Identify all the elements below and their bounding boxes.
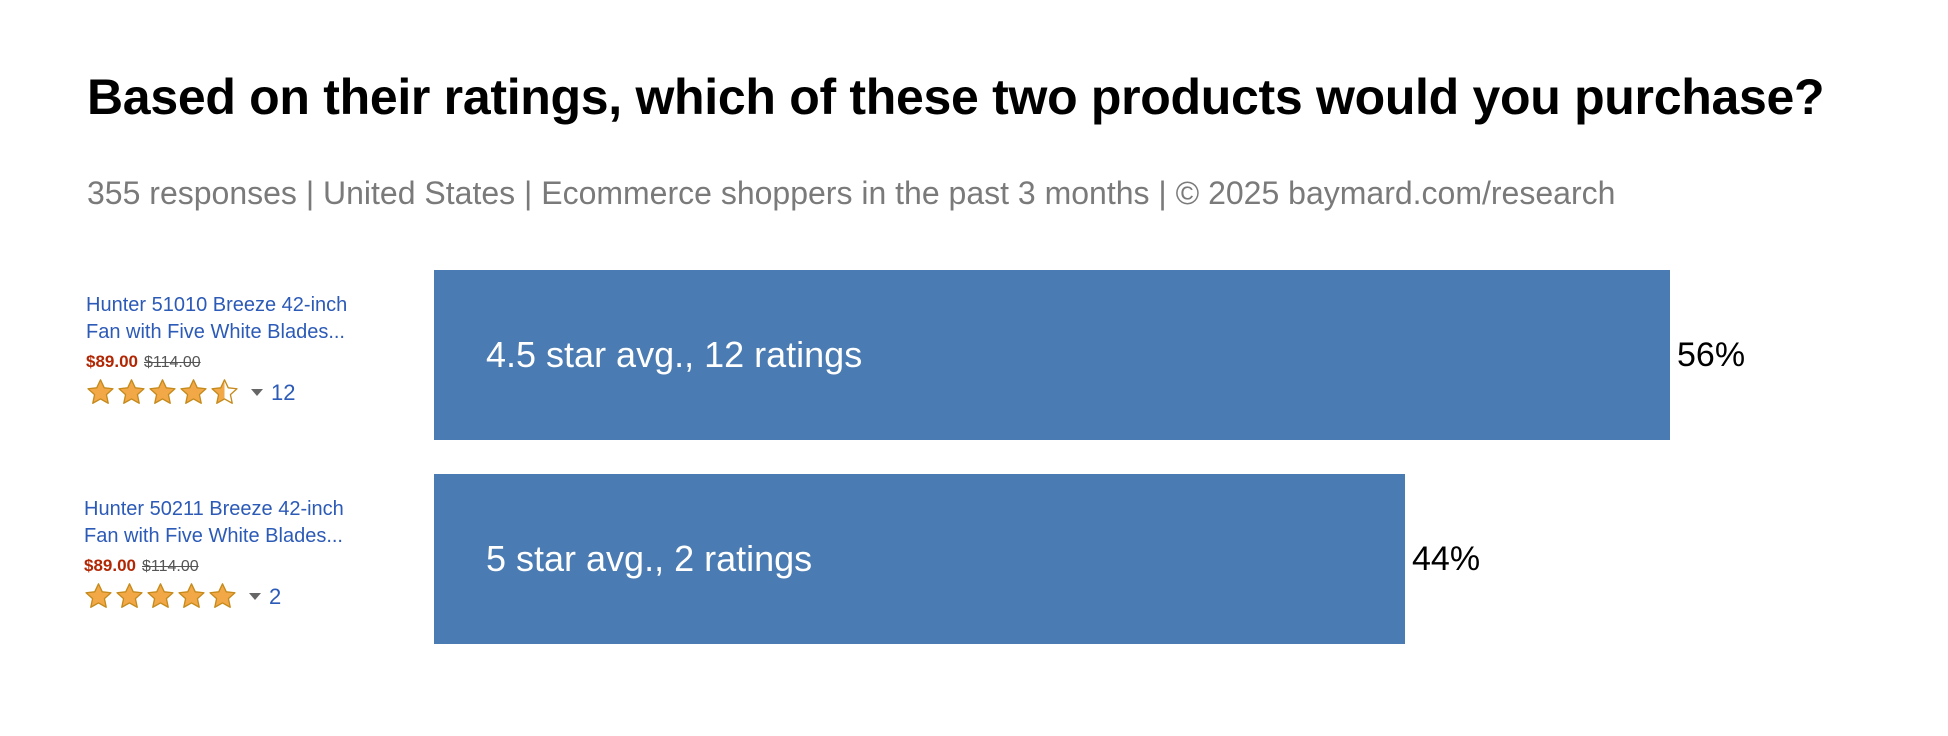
bar-value-label: 44%: [1412, 540, 1481, 578]
product-price: $89.00: [86, 352, 138, 371]
rating-line: 12: [86, 378, 406, 407]
star-rating: [84, 582, 237, 611]
review-count-link[interactable]: 2: [269, 583, 282, 609]
product-card: Hunter 51010 Breeze 42-inch Fan with Fiv…: [86, 292, 406, 407]
star-full-icon: [147, 583, 174, 608]
star-full-icon: [85, 583, 112, 608]
product-name-line: Fan with Five White Blades...: [84, 525, 343, 547]
chevron-down-icon[interactable]: [251, 389, 263, 396]
star-half-icon: [211, 379, 238, 404]
chevron-down-icon[interactable]: [249, 593, 261, 600]
bar-category-label: 4.5 star avg., 12 ratings: [486, 334, 863, 375]
price-line: $89.00 $114.00: [84, 556, 404, 576]
star-full-icon: [87, 379, 114, 404]
star-full-icon: [209, 583, 236, 608]
bar: 5 star avg., 2 ratings: [434, 474, 1405, 644]
product-old-price: $114.00: [142, 558, 199, 575]
product-price: $89.00: [84, 556, 136, 575]
product-name-line: Fan with Five White Blades...: [86, 321, 345, 343]
rating-line: 2: [84, 582, 404, 611]
review-count-link[interactable]: 12: [271, 379, 296, 405]
star-full-icon: [180, 379, 207, 404]
response-row: Hunter 51010 Breeze 42-inch Fan with Fiv…: [0, 270, 1948, 440]
response-row: Hunter 50211 Breeze 42-inch Fan with Fiv…: [0, 474, 1948, 644]
product-card: Hunter 50211 Breeze 42-inch Fan with Fiv…: [84, 496, 404, 611]
star-full-icon: [149, 379, 176, 404]
chart-subtitle: 355 responses | United States | Ecommerc…: [87, 175, 1616, 211]
chart-title: Based on their ratings, which of these t…: [87, 69, 1825, 125]
star-full-icon: [116, 583, 143, 608]
bar: 4.5 star avg., 12 ratings: [434, 270, 1670, 440]
star-full-icon: [178, 583, 205, 608]
star-full-icon: [118, 379, 145, 404]
bar-value-label: 56%: [1677, 336, 1746, 374]
star-rating: [86, 378, 239, 407]
price-line: $89.00 $114.00: [86, 352, 406, 372]
product-name-link[interactable]: Hunter 51010 Breeze 42-inch Fan with Fiv…: [86, 292, 406, 346]
bar-category-label: 5 star avg., 2 ratings: [486, 538, 813, 579]
product-name-link[interactable]: Hunter 50211 Breeze 42-inch Fan with Fiv…: [84, 496, 404, 550]
product-old-price: $114.00: [144, 354, 201, 371]
product-name-line: Hunter 50211 Breeze 42-inch: [84, 498, 344, 520]
product-name-line: Hunter 51010 Breeze 42-inch: [86, 294, 348, 316]
